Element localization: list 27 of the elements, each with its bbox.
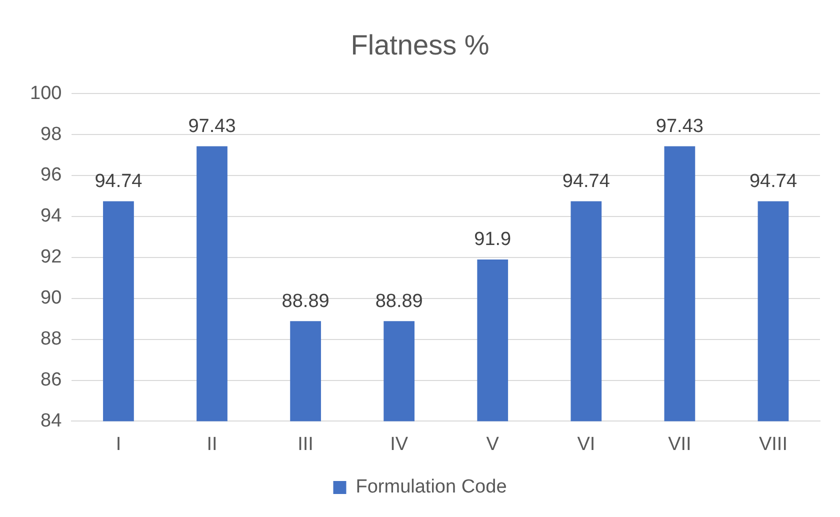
x-tick-label: I xyxy=(116,434,122,455)
x-tick-label: VI xyxy=(577,434,596,455)
data-label: 97.43 xyxy=(188,116,236,137)
data-label: 91.9 xyxy=(474,229,512,250)
data-label: 97.43 xyxy=(656,116,704,137)
data-label: 94.74 xyxy=(749,171,798,192)
data-label: 88.89 xyxy=(375,290,423,312)
y-tick-label: 96 xyxy=(40,164,62,186)
legend-label: Formulation Code xyxy=(356,476,507,498)
x-tick-label: II xyxy=(206,434,218,455)
x-tick-label: VII xyxy=(668,434,692,455)
y-tick-label: 86 xyxy=(40,369,62,390)
y-tick-label: 98 xyxy=(40,124,62,145)
y-tick-label: 92 xyxy=(40,246,62,268)
data-label: 94.74 xyxy=(94,171,143,192)
x-tick-label: IV xyxy=(390,434,408,455)
x-tick-label: III xyxy=(298,434,314,455)
y-tick-label: 94 xyxy=(40,206,62,227)
chart-title: Flatness % xyxy=(350,30,490,61)
y-tick-label: 90 xyxy=(40,288,62,309)
x-tick-label: V xyxy=(486,434,500,455)
data-label: 88.89 xyxy=(282,290,330,312)
y-tick-label: 84 xyxy=(40,410,62,432)
y-tick-label: 100 xyxy=(30,82,62,104)
y-tick-label: 88 xyxy=(40,328,62,350)
x-tick-label: VIII xyxy=(758,434,788,455)
data-label: 94.74 xyxy=(562,171,610,192)
